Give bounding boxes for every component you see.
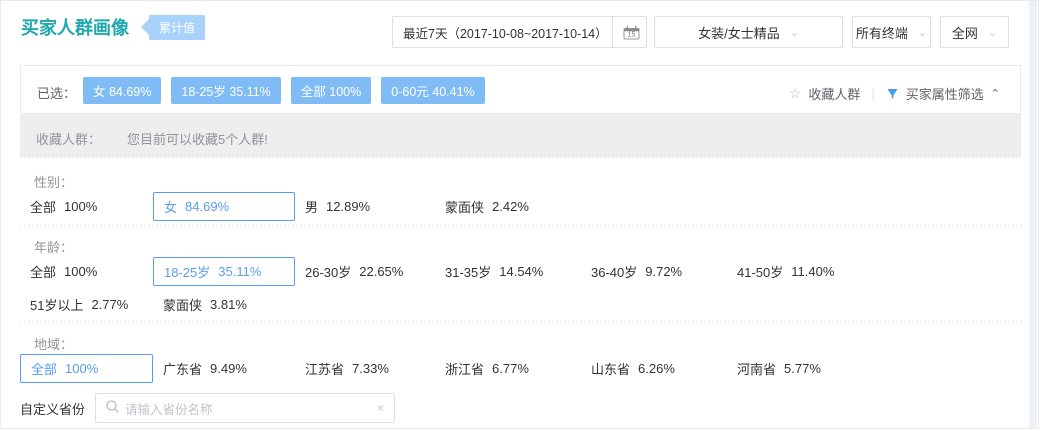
- svg-text:15: 15: [627, 32, 635, 39]
